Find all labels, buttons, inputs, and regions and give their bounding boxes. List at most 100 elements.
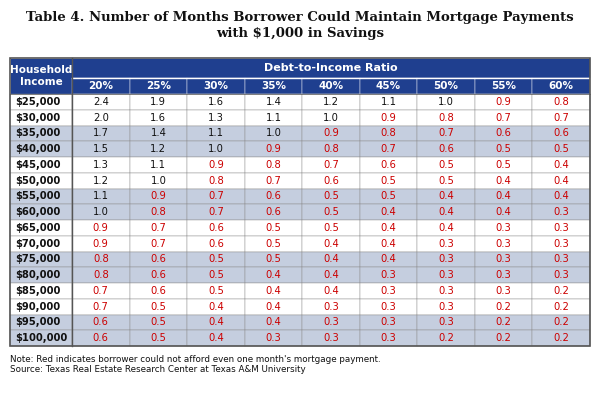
Text: 0.9: 0.9: [323, 129, 339, 138]
Text: 35%: 35%: [261, 81, 286, 91]
Bar: [475, 204, 532, 220]
Bar: [10, 220, 72, 236]
Bar: [10, 236, 72, 251]
Bar: [72, 126, 130, 141]
Text: 0.7: 0.7: [151, 239, 166, 248]
Bar: [72, 141, 130, 157]
Text: 0.6: 0.6: [208, 223, 224, 233]
Bar: [532, 94, 590, 110]
Text: 0.3: 0.3: [553, 207, 569, 217]
Bar: [360, 267, 418, 283]
Bar: [475, 330, 532, 346]
Text: 0.5: 0.5: [380, 175, 397, 186]
Text: 0.8: 0.8: [266, 160, 281, 170]
Text: 1.1: 1.1: [265, 113, 281, 123]
Bar: [10, 204, 72, 220]
Text: $75,000: $75,000: [15, 254, 60, 264]
Bar: [302, 173, 360, 188]
Text: 0.5: 0.5: [323, 191, 339, 202]
Bar: [245, 220, 302, 236]
Bar: [245, 126, 302, 141]
Bar: [187, 330, 245, 346]
Bar: [532, 204, 590, 220]
Bar: [72, 188, 130, 204]
Bar: [245, 283, 302, 299]
Bar: [418, 157, 475, 173]
Bar: [130, 126, 187, 141]
Bar: [130, 283, 187, 299]
Bar: [360, 110, 418, 126]
Bar: [418, 110, 475, 126]
Text: 0.4: 0.4: [380, 254, 397, 264]
Bar: [72, 220, 130, 236]
Bar: [130, 94, 187, 110]
Bar: [418, 299, 475, 315]
Bar: [302, 220, 360, 236]
Text: 0.2: 0.2: [438, 333, 454, 343]
Text: 0.5: 0.5: [266, 254, 281, 264]
Text: 0.3: 0.3: [380, 270, 397, 280]
Text: 0.6: 0.6: [93, 333, 109, 343]
Bar: [10, 188, 72, 204]
Bar: [245, 330, 302, 346]
Bar: [360, 251, 418, 267]
Text: 1.7: 1.7: [93, 129, 109, 138]
Text: $70,000: $70,000: [15, 239, 60, 248]
Text: 0.4: 0.4: [208, 302, 224, 312]
Bar: [532, 141, 590, 157]
Text: 0.6: 0.6: [553, 129, 569, 138]
Bar: [532, 110, 590, 126]
Text: 0.7: 0.7: [496, 113, 512, 123]
Text: $65,000: $65,000: [15, 223, 61, 233]
Bar: [418, 330, 475, 346]
Bar: [302, 251, 360, 267]
Bar: [532, 299, 590, 315]
Text: 1.0: 1.0: [151, 175, 166, 186]
Bar: [245, 78, 302, 94]
Bar: [302, 267, 360, 283]
Bar: [475, 126, 532, 141]
Text: 0.3: 0.3: [323, 317, 339, 327]
Bar: [72, 157, 130, 173]
Text: 0.6: 0.6: [266, 191, 281, 202]
Bar: [360, 157, 418, 173]
Bar: [302, 315, 360, 330]
Bar: [302, 94, 360, 110]
Text: 0.3: 0.3: [323, 302, 339, 312]
Bar: [532, 173, 590, 188]
Bar: [302, 283, 360, 299]
Bar: [532, 78, 590, 94]
Bar: [72, 315, 130, 330]
Text: $55,000: $55,000: [15, 191, 61, 202]
Text: 0.3: 0.3: [323, 333, 339, 343]
Bar: [532, 220, 590, 236]
Bar: [245, 110, 302, 126]
Text: Table 4. Number of Months Borrower Could Maintain Mortgage Payments: Table 4. Number of Months Borrower Could…: [26, 11, 574, 24]
Text: 0.9: 0.9: [266, 144, 281, 154]
Bar: [130, 204, 187, 220]
Text: 0.3: 0.3: [496, 270, 512, 280]
Bar: [532, 267, 590, 283]
Text: 0.4: 0.4: [553, 175, 569, 186]
Bar: [360, 283, 418, 299]
Text: 30%: 30%: [203, 81, 229, 91]
Text: 0.3: 0.3: [380, 302, 397, 312]
Bar: [130, 220, 187, 236]
Bar: [360, 94, 418, 110]
Text: 0.5: 0.5: [438, 175, 454, 186]
Text: 0.5: 0.5: [380, 191, 397, 202]
Text: 0.6: 0.6: [151, 270, 166, 280]
Bar: [130, 299, 187, 315]
Text: 0.8: 0.8: [93, 254, 109, 264]
Text: 1.6: 1.6: [151, 113, 166, 123]
Text: 0.3: 0.3: [496, 223, 512, 233]
Bar: [418, 94, 475, 110]
Bar: [130, 251, 187, 267]
Text: 0.4: 0.4: [496, 207, 512, 217]
Bar: [72, 283, 130, 299]
Text: 1.2: 1.2: [93, 175, 109, 186]
Bar: [360, 330, 418, 346]
Text: $40,000: $40,000: [15, 144, 61, 154]
Text: 0.4: 0.4: [266, 317, 281, 327]
Text: 50%: 50%: [434, 81, 458, 91]
